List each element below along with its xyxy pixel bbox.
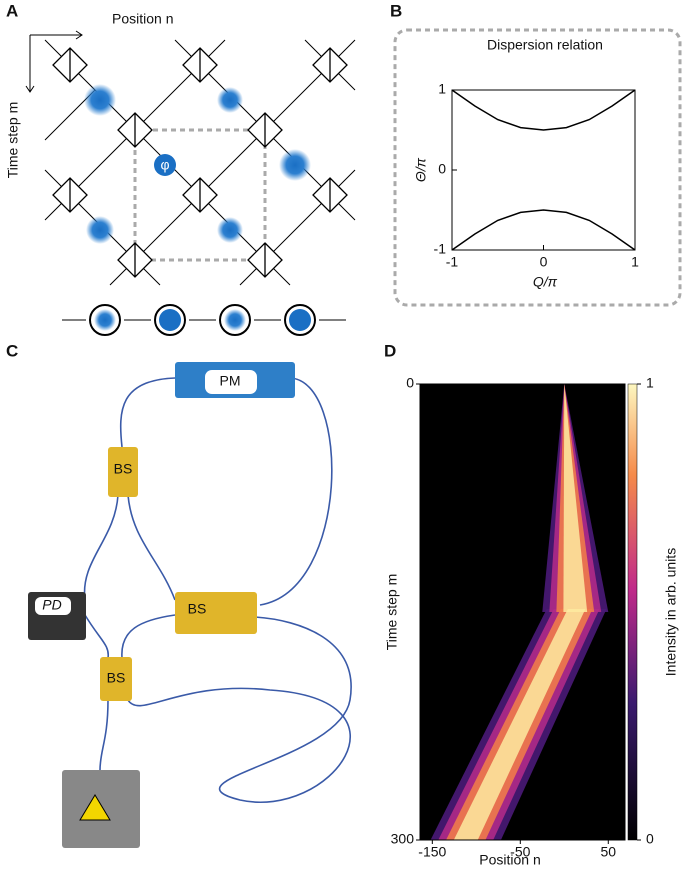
band-curve — [452, 210, 635, 250]
x-axis-label: Q/π — [533, 274, 558, 290]
y-tick-label: 300 — [391, 831, 415, 847]
ring-pulse — [224, 309, 246, 331]
x-axis-label: Position n — [479, 852, 540, 868]
y-axis-label: Θ/π — [413, 157, 429, 182]
panel-label: D — [384, 341, 396, 360]
lattice-diagram — [26, 31, 355, 335]
plot-frame — [452, 90, 635, 250]
x-tick-label: 1 — [631, 254, 639, 270]
ring-pulse — [159, 309, 181, 331]
x-tick-label: -1 — [446, 254, 459, 270]
figure: A B C D Position n Time step m PM BS PD BS B… — [0, 0, 689, 871]
phase-label: φ — [160, 157, 169, 173]
pulse — [217, 87, 243, 113]
pulse — [279, 149, 311, 181]
x-tick-label: 0 — [540, 254, 548, 270]
panel-label: C — [6, 341, 18, 360]
device-label: PM — [220, 373, 241, 389]
colorbar-tick-label: 1 — [646, 375, 654, 391]
device-label: BS — [188, 601, 207, 617]
x-tick-label: 50 — [600, 844, 616, 860]
y-tick-label: 0 — [438, 161, 446, 177]
axis-label: Time step m — [5, 102, 21, 179]
pulse — [217, 217, 243, 243]
y-tick-label: 1 — [438, 81, 446, 97]
device-label: PD — [42, 597, 61, 613]
ring-pulse — [94, 309, 116, 331]
y-axis-label: Time step m — [384, 574, 400, 651]
ring-pulse — [289, 309, 311, 331]
pulse — [84, 84, 116, 116]
panel-label: A — [6, 1, 18, 20]
y-tick-label: -1 — [434, 241, 447, 257]
pulse — [86, 216, 114, 244]
panel-label: B — [390, 1, 402, 20]
colorbar — [628, 384, 637, 840]
y-tick-label: 0 — [406, 375, 414, 391]
x-tick-label: -150 — [418, 844, 446, 860]
axis-label: Position n — [112, 11, 173, 27]
device-label: BS — [107, 670, 126, 686]
colorbar-tick-label: 0 — [646, 831, 654, 847]
setup-drawing: PM BS PD BS BS — [28, 362, 351, 848]
colorbar-label: Intensity in arb. units — [663, 548, 679, 676]
device-label: BS — [114, 461, 133, 477]
band-curve — [452, 90, 635, 130]
fiber — [85, 378, 352, 802]
chart-title: Dispersion relation — [487, 37, 603, 53]
